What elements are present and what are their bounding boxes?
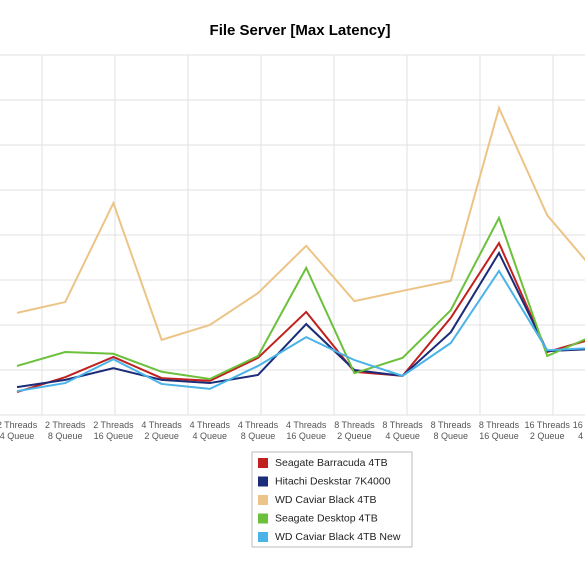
legend-label: WD Caviar Black 4TB [275,494,377,506]
x-tick-label: 2 Threads [0,420,38,430]
x-tick-label: 8 Queue [48,431,83,441]
x-tick-label: 16 Queue [286,431,326,441]
x-tick-label: 4 Queue [578,431,585,441]
x-tick-label: 4 Queue [193,431,228,441]
x-tick-label: 16 Queue [479,431,519,441]
series-line [16,269,585,393]
legend-swatch [258,458,268,468]
legend-label: WD Caviar Black 4TB New [275,531,401,543]
legend-label: Seagate Desktop 4TB [275,512,378,524]
x-tick-label: 2 Threads [93,420,134,430]
legend-box [251,451,413,548]
x-tick-label: 2 Threads [45,420,86,430]
legend-label: Hitachi Deskstar 7K4000 [275,475,391,487]
x-tick-label: 8 Queue [241,431,276,441]
legend-label: Seagate Barracuda 4TB [275,457,388,469]
x-tick-label: 2 Queue [530,431,565,441]
x-tick-label: 16 Threads [525,420,571,430]
x-tick-label: 2 Queue [337,431,372,441]
series-line [16,105,585,342]
x-tick-label: 2 Queue [144,431,179,441]
x-tick-label: 4 Queue [385,431,420,441]
legend-swatch [258,513,268,524]
x-tick-label: 8 Threads [479,420,520,430]
x-tick-label: 4 Threads [286,420,327,430]
x-tick-label: 4 Threads [141,420,182,430]
legend-swatch [258,476,268,487]
x-tick-label: 4 Threads [190,420,231,430]
x-tick-label: 8 Threads [382,420,423,430]
series-line [16,250,585,389]
x-tick-label: 8 Threads [431,420,472,430]
series-line [16,215,585,381]
series-line [16,241,585,394]
x-tick-label: 16 Queue [94,431,134,441]
x-tick-label: 8 Queue [434,431,469,441]
x-tick-label: 16 Threads [573,420,585,430]
chart-title: File Server [Max Latency] [210,22,391,39]
x-tick-label: 4 Queue [0,431,34,441]
x-tick-label: 4 Threads [238,420,279,430]
x-tick-label: 8 Threads [334,420,375,430]
legend-swatch [258,495,268,505]
legend-swatch [258,532,268,542]
